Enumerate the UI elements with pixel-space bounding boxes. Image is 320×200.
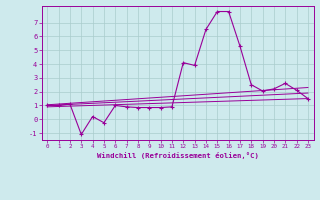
X-axis label: Windchill (Refroidissement éolien,°C): Windchill (Refroidissement éolien,°C)	[97, 152, 259, 159]
